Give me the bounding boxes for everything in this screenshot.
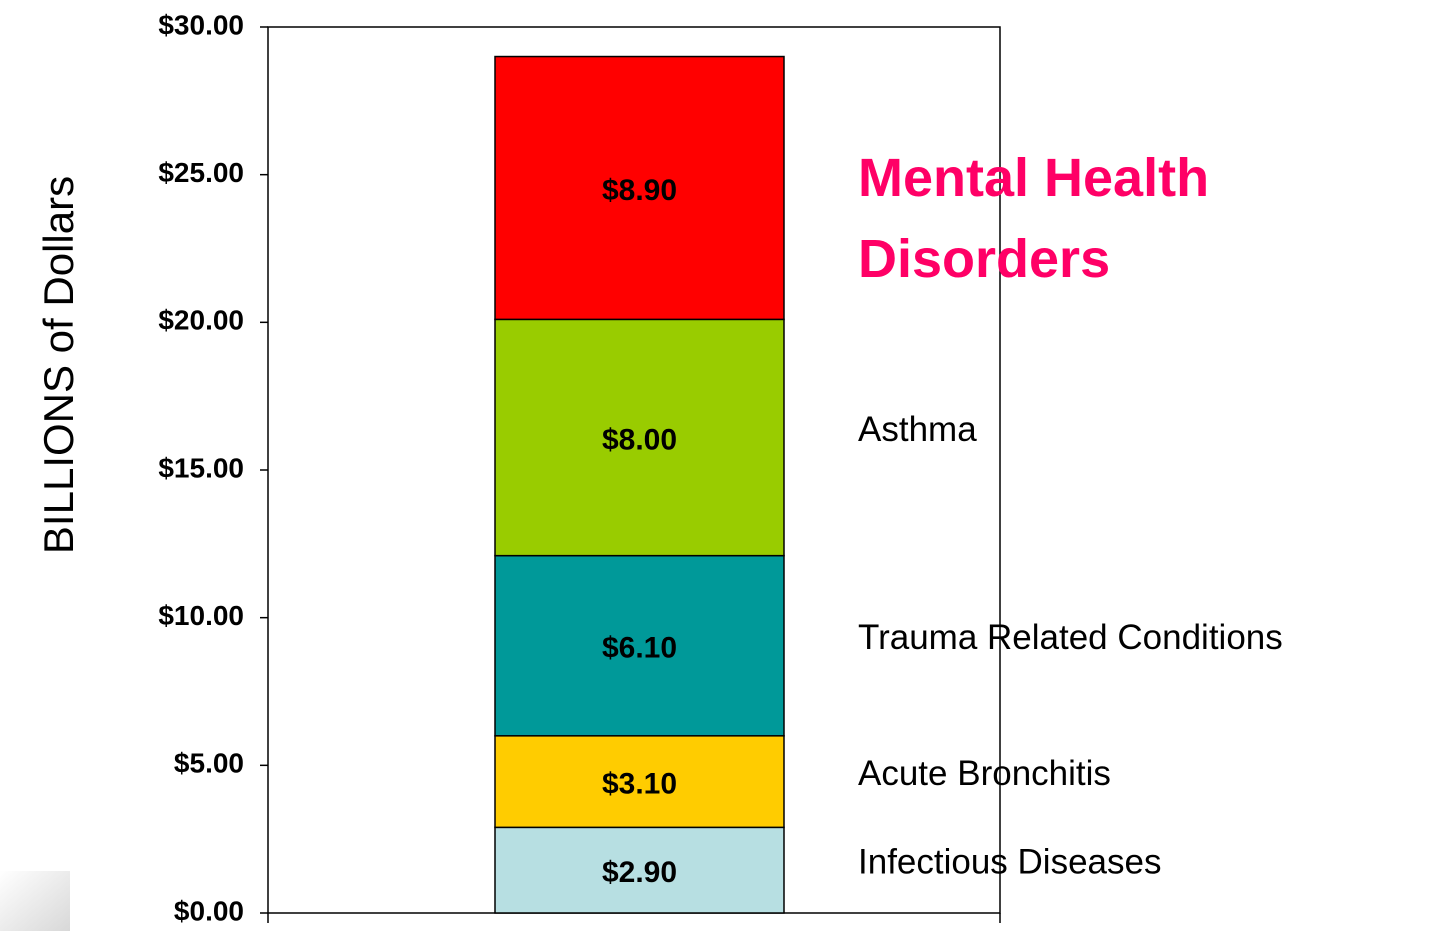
value-label: $2.90 <box>602 856 677 889</box>
value-label: $8.00 <box>602 423 677 456</box>
decoration <box>0 871 70 931</box>
y-tick-label: $0.00 <box>174 895 244 926</box>
legend-label: Infectious Diseases <box>858 842 1161 881</box>
bar-segment <box>494 55 785 321</box>
y-tick-label: $25.00 <box>158 157 244 188</box>
legend-label: Trauma Related Conditions <box>858 618 1283 657</box>
legend-label: Mental Health Disorders <box>858 147 1210 289</box>
y-tick-label: $20.00 <box>158 305 244 336</box>
legend-item: Mental Health Disorders <box>858 147 1210 289</box>
y-tick-label: $30.00 <box>158 9 244 40</box>
bar-segment <box>494 735 785 829</box>
y-tick-label: $5.00 <box>174 748 244 779</box>
value-label: $6.10 <box>602 632 677 665</box>
value-label: $8.90 <box>602 174 677 207</box>
bar-segment <box>494 826 785 914</box>
legend-label: Acute Bronchitis <box>858 754 1111 793</box>
y-tick-label: $15.00 <box>158 452 244 483</box>
bar-segment <box>494 318 785 557</box>
legend-label: Asthma <box>858 410 977 449</box>
y-axis-title: BILLIONS of Dollars <box>35 176 82 554</box>
value-label: $3.10 <box>602 767 677 800</box>
y-tick-label: $10.00 <box>158 600 244 631</box>
